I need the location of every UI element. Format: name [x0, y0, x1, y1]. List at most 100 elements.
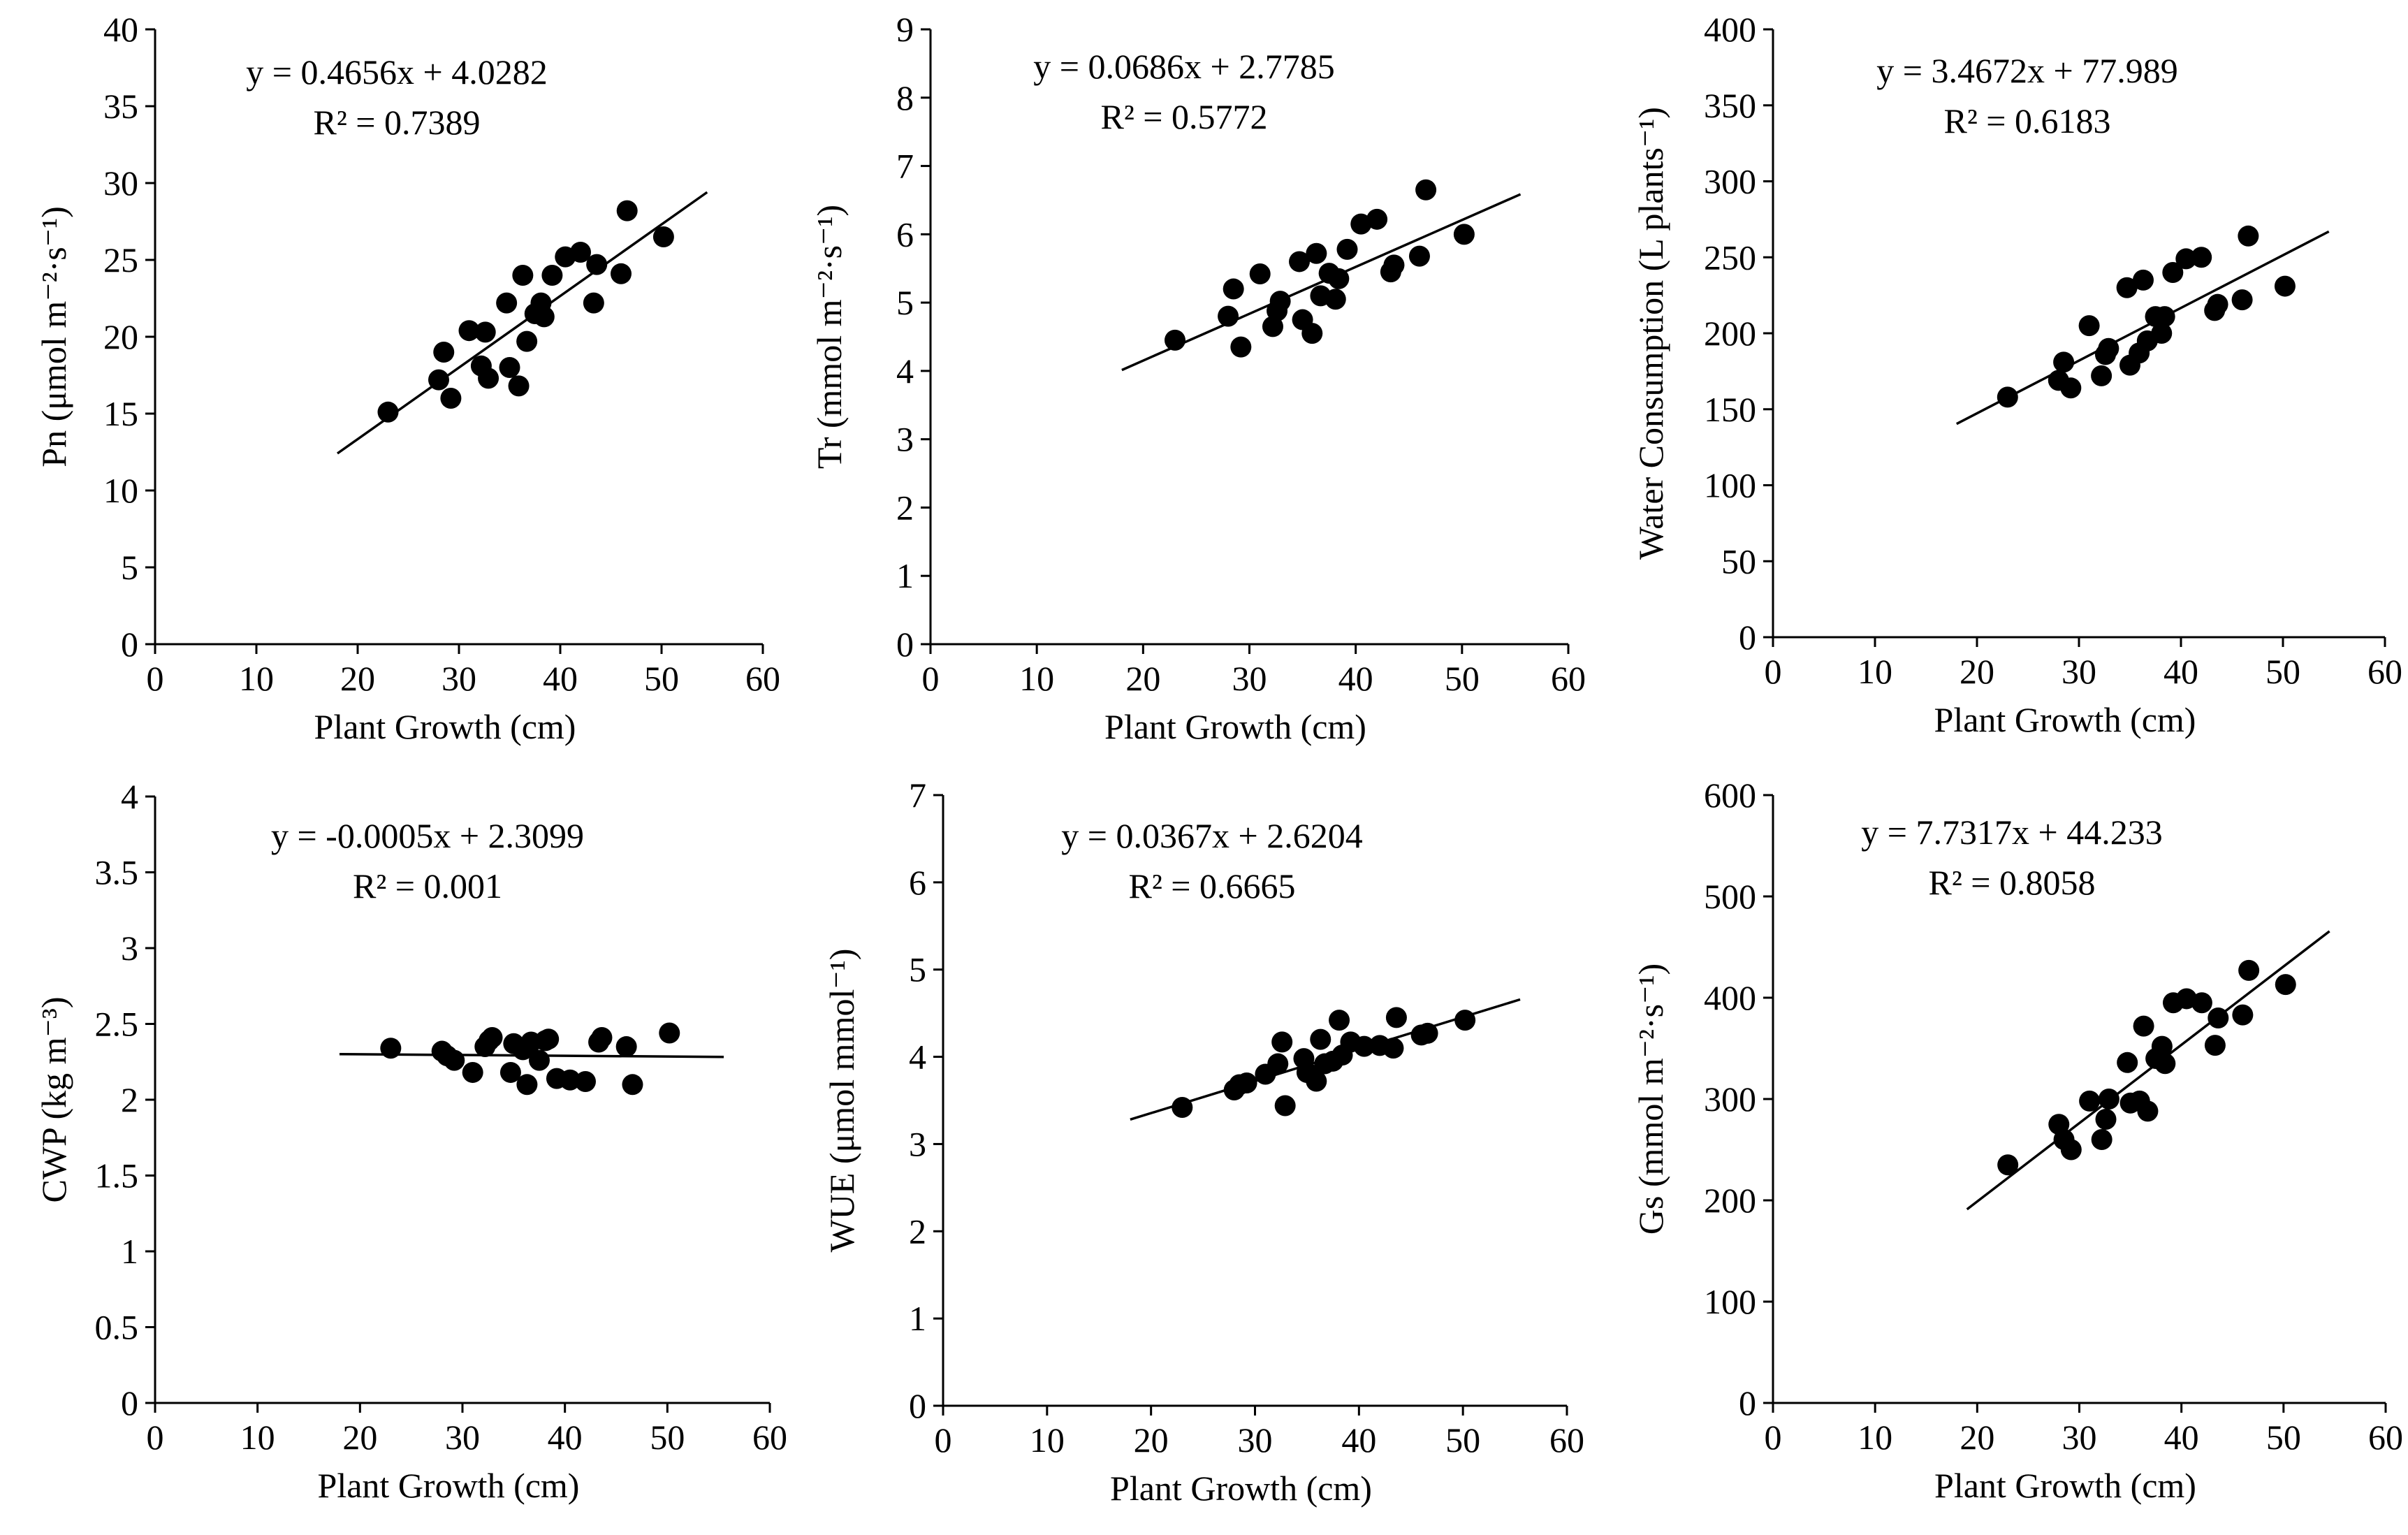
data-point: [499, 1061, 521, 1083]
x-tick-label: 10: [1858, 652, 1892, 691]
x-axis-title: Plant Growth (cm): [318, 1466, 580, 1505]
x-tick-label: 50: [1445, 659, 1480, 698]
x-axis-title: Plant Growth (cm): [1934, 1466, 2196, 1505]
y-tick-label: 500: [1704, 877, 1756, 916]
data-point: [478, 368, 499, 389]
y-tick-label: 2: [896, 488, 914, 527]
data-point: [1408, 245, 1430, 267]
y-tick-label: 50: [1721, 541, 1756, 581]
data-point: [1382, 1038, 1404, 1059]
data-point: [496, 292, 518, 314]
y-tick-label: 200: [1704, 314, 1756, 353]
data-point: [616, 200, 638, 221]
y-tick-label: 150: [1704, 390, 1756, 429]
y-tick-label: 4: [909, 1038, 926, 1077]
data-point: [2232, 1004, 2254, 1026]
data-point: [2098, 1089, 2119, 1110]
data-point: [2098, 337, 2119, 359]
r-squared-label: R² = 0.001: [353, 866, 502, 905]
y-tick-label: 100: [1704, 1282, 1756, 1321]
y-tick-label: 400: [1704, 10, 1756, 49]
x-tick-label: 60: [745, 659, 780, 698]
data-point: [1310, 1028, 1331, 1050]
x-tick-label: 50: [1445, 1420, 1480, 1460]
y-axis-title: Tr (mmol m⁻²·s⁻¹): [810, 205, 849, 469]
x-tick-label: 10: [1858, 1418, 1892, 1457]
x-tick-label: 20: [1125, 659, 1160, 698]
data-point: [2151, 1035, 2173, 1057]
y-tick-label: 5: [121, 548, 138, 587]
y-tick-label: 1: [896, 556, 914, 595]
y-tick-label: 4: [121, 777, 138, 816]
data-point: [1306, 1070, 1327, 1092]
x-tick-label: 20: [1960, 1418, 1994, 1457]
data-point: [516, 330, 538, 352]
data-point: [1385, 1007, 1407, 1028]
data-point: [652, 226, 674, 247]
data-point: [2095, 1109, 2117, 1130]
x-tick-label: 30: [1232, 659, 1267, 698]
x-tick-label: 60: [2368, 1418, 2403, 1457]
data-point: [377, 401, 399, 423]
data-point: [591, 1027, 613, 1049]
panel-gs: 0 100 200 300 400 500 600 0 10 20 30 40 50 60 Plant Gr…: [1631, 776, 2403, 1505]
y-tick-label: 3: [896, 420, 914, 459]
data-point: [380, 1038, 402, 1059]
data-point: [1271, 1031, 1293, 1053]
x-tick-label: 60: [1549, 1420, 1584, 1460]
x-axis-title: Plant Growth (cm): [314, 707, 576, 746]
data-point: [1453, 224, 1475, 245]
data-point: [2208, 1007, 2229, 1028]
data-point: [1230, 336, 1252, 358]
panel-pn: 0 5 10 15 20 25 30 35 40 0 10 20 30 40 50 60 Plant Growt…: [34, 10, 780, 746]
regression-equation: y = 0.4656x + 4.0282: [246, 52, 547, 92]
x-tick-label: 10: [239, 659, 274, 698]
x-tick-label: 20: [340, 659, 375, 698]
data-point: [2151, 323, 2173, 344]
x-tick-label: 10: [1019, 659, 1054, 698]
data-point: [2078, 315, 2100, 337]
data-point: [2231, 289, 2253, 311]
data-point: [1366, 208, 1388, 230]
x-tick-label: 10: [240, 1418, 275, 1457]
y-axis-title: Pn (μmol m⁻²·s⁻¹): [34, 206, 73, 467]
data-point: [2191, 992, 2212, 1014]
y-axis-title: WUE (μmol mmol⁻¹): [822, 949, 861, 1253]
x-tick-label: 30: [2062, 652, 2096, 691]
x-tick-label: 10: [1030, 1420, 1065, 1460]
data-point: [2132, 269, 2154, 291]
data-point: [1164, 329, 1185, 351]
regression-equation: y = 0.0367x + 2.6204: [1061, 816, 1362, 855]
y-tick-label: 10: [103, 471, 138, 510]
y-tick-label: 8: [896, 78, 914, 117]
data-point: [2154, 1053, 2176, 1075]
y-tick-label: 250: [1704, 238, 1756, 277]
data-point: [1328, 268, 1350, 289]
data-point: [1350, 213, 1372, 235]
trendline: [1966, 930, 2330, 1211]
y-tick-label: 30: [103, 163, 138, 203]
data-point: [1223, 278, 1244, 300]
data-point: [1417, 1022, 1438, 1044]
data-point: [533, 306, 555, 328]
y-tick-label: 5: [909, 950, 926, 989]
data-point: [2137, 1100, 2159, 1122]
data-point: [529, 1049, 550, 1071]
x-axis-title: Plant Growth (cm): [1104, 707, 1366, 746]
data-point: [583, 292, 604, 314]
data-point: [1301, 323, 1323, 344]
regression-equation: y = 0.0686x + 2.7785: [1033, 47, 1334, 86]
data-point: [1306, 242, 1327, 264]
y-axis-title: Gs (mmol m⁻²·s⁻¹): [1631, 963, 1670, 1235]
y-axis-title: Water Consumption (L plants⁻¹): [1631, 107, 1670, 560]
data-point: [2117, 1052, 2138, 1073]
data-point: [1218, 305, 1239, 327]
y-tick-label: 1: [121, 1232, 138, 1271]
data-point: [615, 1036, 637, 1058]
data-point: [2274, 275, 2296, 297]
x-tick-label: 40: [2164, 1418, 2199, 1457]
data-point: [499, 357, 520, 378]
data-point: [1997, 386, 2018, 408]
data-point: [570, 242, 591, 263]
y-tick-label: 0: [1739, 1383, 1756, 1423]
